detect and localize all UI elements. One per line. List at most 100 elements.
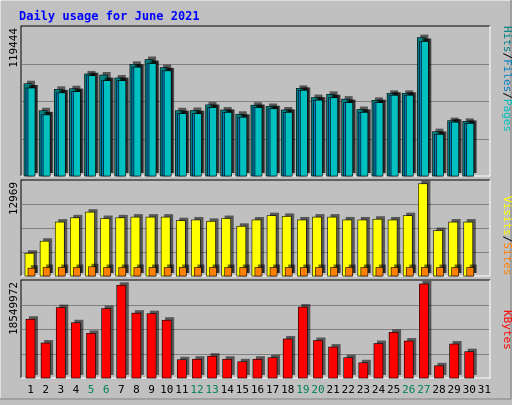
x-tick-label-day-3: 3 bbox=[58, 383, 65, 396]
bar-pages-day-22 bbox=[345, 99, 356, 177]
x-tick-label-day-6: 6 bbox=[103, 383, 110, 396]
bar-pages-day-1 bbox=[27, 84, 38, 177]
bar-sites-day-9 bbox=[148, 264, 160, 277]
x-tick-label-day-13: 13 bbox=[205, 383, 218, 396]
x-tick-label-day-30: 30 bbox=[463, 383, 476, 396]
bar-sites-day-13 bbox=[209, 264, 220, 277]
bar-pages-day-23 bbox=[360, 109, 371, 177]
x-tick-label-day-15: 15 bbox=[236, 383, 249, 396]
bar-pages-day-16 bbox=[254, 104, 265, 177]
bar-sites-day-24 bbox=[375, 264, 386, 277]
bar-kbytes-day-1 bbox=[25, 316, 38, 379]
bar-kbytes-day-25 bbox=[388, 329, 402, 379]
bar-pages-day-11 bbox=[178, 110, 190, 177]
x-tick-label-day-10: 10 bbox=[160, 383, 173, 396]
bar-kbytes-day-6 bbox=[101, 305, 114, 379]
bar-kbytes-day-11 bbox=[176, 356, 190, 379]
bar-kbytes-day-28 bbox=[434, 362, 447, 379]
x-tick-label-day-14: 14 bbox=[221, 383, 235, 396]
x-tick-label-day-28: 28 bbox=[432, 383, 445, 396]
x-tick-label-day-29: 29 bbox=[448, 383, 461, 396]
bar-sites-day-6 bbox=[103, 264, 114, 277]
bar-sites-day-17 bbox=[269, 264, 281, 277]
bar-sites-day-1 bbox=[27, 265, 38, 277]
bar-sites-day-12 bbox=[194, 264, 205, 277]
bar-kbytes-day-2 bbox=[40, 340, 54, 379]
bar-sites-day-21 bbox=[330, 264, 341, 277]
hits-ymax-label: 119444 bbox=[7, 28, 20, 68]
x-tick-label-day-17: 17 bbox=[266, 383, 279, 396]
bar-kbytes-day-8 bbox=[131, 310, 144, 379]
bar-sites-day-4 bbox=[73, 264, 84, 277]
x-tick-label-day-7: 7 bbox=[118, 383, 125, 396]
bar-pages-day-26 bbox=[405, 92, 417, 177]
bar-pages-day-8 bbox=[133, 64, 144, 177]
bar-pages-day-25 bbox=[390, 92, 402, 177]
bar-kbytes-day-23 bbox=[358, 359, 371, 379]
bar-sites-day-30 bbox=[466, 264, 477, 277]
x-tick-label-day-31: 31 bbox=[478, 383, 491, 396]
bar-kbytes-day-9 bbox=[146, 310, 160, 379]
x-tick-label-day-2: 2 bbox=[42, 383, 49, 396]
bar-pages-day-18 bbox=[284, 109, 296, 177]
x-tick-label-day-25: 25 bbox=[387, 383, 400, 396]
kbytes-panel bbox=[20, 279, 491, 379]
x-tick-label-day-1: 1 bbox=[27, 383, 34, 396]
bar-pages-day-14 bbox=[224, 109, 235, 177]
x-tick-label-day-23: 23 bbox=[357, 383, 370, 396]
bar-sites-day-23 bbox=[360, 264, 371, 277]
bar-sites-day-10 bbox=[163, 264, 175, 277]
bar-pages-day-20 bbox=[315, 97, 326, 177]
bar-kbytes-day-27 bbox=[419, 280, 432, 379]
bar-kbytes-day-14 bbox=[222, 356, 235, 379]
bar-pages-day-3 bbox=[57, 89, 69, 177]
x-tick-label-day-9: 9 bbox=[148, 383, 155, 396]
bar-kbytes-day-16 bbox=[252, 356, 265, 379]
bar-kbytes-day-7 bbox=[116, 282, 129, 379]
x-tick-label-day-4: 4 bbox=[73, 383, 80, 396]
x-tick-label-day-12: 12 bbox=[190, 383, 203, 396]
bar-pages-day-24 bbox=[375, 99, 386, 177]
bar-pages-day-9 bbox=[148, 60, 160, 177]
hits-legend-label: Hits/Files/Pages bbox=[501, 26, 512, 132]
bar-sites-day-26 bbox=[405, 264, 417, 277]
bar-sites-day-3 bbox=[57, 264, 69, 277]
bar-kbytes-day-29 bbox=[449, 341, 462, 379]
bar-pages-day-2 bbox=[42, 111, 54, 177]
bar-pages-day-29 bbox=[451, 119, 462, 177]
bar-kbytes-day-18 bbox=[282, 335, 296, 379]
bar-visits-day-27 bbox=[418, 180, 431, 277]
bar-sites-day-29 bbox=[451, 264, 462, 277]
x-tick-label-day-21: 21 bbox=[327, 383, 340, 396]
bar-kbytes-day-15 bbox=[237, 358, 250, 379]
bar-pages-day-7 bbox=[118, 77, 129, 177]
bar-pages-day-10 bbox=[163, 67, 175, 177]
bar-pages-day-12 bbox=[194, 110, 205, 177]
bar-kbytes-day-10 bbox=[161, 317, 175, 379]
bar-kbytes-day-13 bbox=[207, 353, 220, 379]
x-tick-label-day-16: 16 bbox=[251, 383, 264, 396]
bar-kbytes-day-21 bbox=[328, 344, 341, 379]
hits-panel bbox=[20, 25, 491, 177]
bar-kbytes-day-26 bbox=[403, 338, 417, 379]
x-tick-label-day-20: 20 bbox=[311, 383, 324, 396]
kbytes-ymax-label: 18549972 bbox=[7, 282, 20, 335]
visits-legend-label: Visits/Sites bbox=[501, 196, 512, 276]
bar-sites-day-15 bbox=[239, 264, 250, 277]
bar-sites-day-25 bbox=[390, 264, 402, 277]
legend-sites: Sites bbox=[501, 242, 512, 275]
x-tick-label-day-27: 27 bbox=[417, 383, 430, 396]
bar-pages-day-13 bbox=[209, 104, 220, 177]
bar-kbytes-day-17 bbox=[267, 354, 281, 379]
legend-visits: Visits bbox=[501, 196, 512, 236]
legend-pages: Pages bbox=[501, 99, 512, 132]
bar-kbytes-day-12 bbox=[192, 356, 205, 379]
x-tick-label-day-24: 24 bbox=[372, 383, 386, 396]
x-tick-label-day-5: 5 bbox=[88, 383, 95, 396]
bar-kbytes-day-20 bbox=[313, 337, 326, 379]
bar-sites-day-8 bbox=[133, 264, 144, 277]
x-tick-label-day-11: 11 bbox=[175, 383, 188, 396]
visits-panel bbox=[20, 179, 491, 277]
